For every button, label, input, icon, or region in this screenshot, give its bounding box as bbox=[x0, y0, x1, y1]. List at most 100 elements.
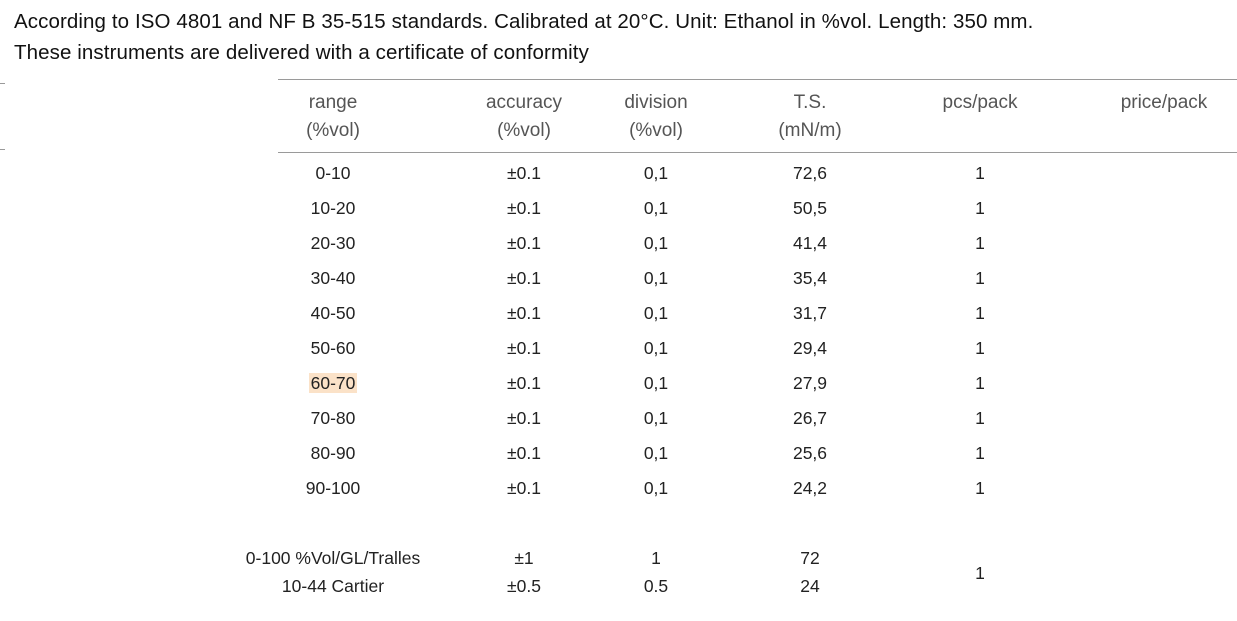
table-cell-ts-text: 24,2 bbox=[792, 478, 828, 498]
table-cell-division: 0,1 bbox=[606, 371, 706, 395]
table-cell-accuracy-text: ±0.5 bbox=[507, 576, 541, 596]
table-cell-range-text: 0-10 bbox=[315, 163, 351, 183]
table-cell-ts-text: 72,6 bbox=[792, 163, 828, 183]
table-cell-division: 0,1 bbox=[606, 301, 706, 325]
column-header-ts-line2: (mN/m) bbox=[778, 120, 842, 141]
table-cell-ts: 50,5 bbox=[760, 196, 860, 220]
table-cell-pcs: 1 bbox=[930, 476, 1030, 500]
column-header-pcs-pack-line1: pcs/pack bbox=[942, 92, 1018, 113]
table-cell-pcs-text: 1 bbox=[975, 338, 985, 358]
table-cell-ts-text: 26,7 bbox=[792, 408, 828, 428]
table-cell-pcs-text: 1 bbox=[975, 268, 985, 288]
table-cell-accuracy: ±0.1 bbox=[474, 231, 574, 255]
table-cell-division-text: 0,1 bbox=[643, 198, 669, 218]
table-cell-range-text: 10-44 Cartier bbox=[281, 576, 385, 596]
table-cell-accuracy: ±0.1 bbox=[474, 441, 574, 465]
table-cell-ts: 35,4 bbox=[760, 266, 860, 290]
table-cell-division: 0,1 bbox=[606, 161, 706, 185]
table-cell-ts-text: 50,5 bbox=[792, 198, 828, 218]
table-cell-ts: 31,7 bbox=[760, 301, 860, 325]
table-cell-division: 0.5 bbox=[606, 574, 706, 598]
intro-line-2: These instruments are delivered with a c… bbox=[14, 41, 589, 64]
table-cell-pcs: 1 bbox=[930, 196, 1030, 220]
table-cell-range-text: 40-50 bbox=[310, 303, 356, 323]
table-cell-accuracy-text: ±1 bbox=[514, 548, 534, 568]
table-cell-division-text: 0,1 bbox=[643, 268, 669, 288]
table-cell-ts-text: 72 bbox=[800, 548, 820, 568]
table-cell-range: 40-50 bbox=[273, 301, 393, 325]
table-cell-pcs-text: 1 bbox=[975, 163, 985, 183]
table-cell-ts: 41,4 bbox=[760, 231, 860, 255]
table-cell-accuracy-text: ±0.1 bbox=[507, 338, 541, 358]
table-cell-pcs-text: 1 bbox=[975, 478, 985, 498]
table-cell-ts-text: 24 bbox=[800, 576, 820, 596]
table-cell-division-text: 0,1 bbox=[643, 408, 669, 428]
column-header-division-line1: division bbox=[624, 92, 688, 113]
table-cell-pcs: 1 bbox=[930, 406, 1030, 430]
table-cell-range: 50-60 bbox=[273, 336, 393, 360]
table-cell-ts-text: 31,7 bbox=[792, 303, 828, 323]
table-cell-accuracy: ±0.1 bbox=[474, 196, 574, 220]
column-header-price-pack-line1: price/pack bbox=[1120, 92, 1208, 113]
column-header-accuracy-line2: (%vol) bbox=[497, 120, 551, 141]
table-cell-range: 0-10 bbox=[273, 161, 393, 185]
intro-text: According to ISO 4801 and NF B 35-515 st… bbox=[14, 6, 1229, 68]
table-cell-range-text: 80-90 bbox=[310, 443, 356, 463]
table-cell-range-text: 50-60 bbox=[310, 338, 356, 358]
table-cell-pcs-text: 1 bbox=[975, 233, 985, 253]
column-header-pcs-pack: pcs/pack bbox=[920, 89, 1040, 117]
table-cell-ts-text: 27,9 bbox=[792, 373, 828, 393]
table-cell-range: 20-30 bbox=[273, 231, 393, 255]
table-cell-ts: 24 bbox=[760, 574, 860, 598]
table-cell-division-text: 0,1 bbox=[643, 233, 669, 253]
table-cell-pcs: 1 bbox=[930, 441, 1030, 465]
column-header-division-line2: (%vol) bbox=[629, 120, 683, 141]
column-header-ts: T.S. (mN/m) bbox=[760, 89, 860, 145]
column-header-ts-line1: T.S. bbox=[793, 92, 827, 113]
table-cell-range: 10-20 bbox=[273, 196, 393, 220]
table-cell-division: 0,1 bbox=[606, 406, 706, 430]
column-header-range-line2: (%vol) bbox=[306, 120, 360, 141]
table-cell-range-text: 70-80 bbox=[310, 408, 356, 428]
table-cell-accuracy-text: ±0.1 bbox=[507, 373, 541, 393]
table-cell-accuracy-text: ±0.1 bbox=[507, 408, 541, 428]
table-cell-range: 10-44 Cartier bbox=[203, 574, 463, 598]
table-cell-division-text: 0,1 bbox=[643, 373, 669, 393]
margin-tick bbox=[0, 149, 5, 150]
table-cell-range-text: 60-70 bbox=[308, 373, 358, 393]
table-cell-range-text: 90-100 bbox=[305, 478, 361, 498]
table-cell-pcs: 1 bbox=[930, 231, 1030, 255]
column-header-range-line1: range bbox=[308, 92, 358, 113]
table-cell-accuracy-text: ±0.1 bbox=[507, 303, 541, 323]
table-cell-accuracy: ±0.1 bbox=[474, 476, 574, 500]
table-cell-accuracy: ±0.1 bbox=[474, 336, 574, 360]
table-cell-ts: 25,6 bbox=[760, 441, 860, 465]
table-cell-pcs: 1 bbox=[930, 266, 1030, 290]
table-cell-accuracy: ±1 bbox=[474, 546, 574, 570]
table-cell-division-text: 0,1 bbox=[643, 443, 669, 463]
table-cell-range: 30-40 bbox=[273, 266, 393, 290]
table-cell-accuracy-text: ±0.1 bbox=[507, 443, 541, 463]
table-cell-division: 0,1 bbox=[606, 476, 706, 500]
table-cell-accuracy: ±0.1 bbox=[474, 406, 574, 430]
table-cell-division: 1 bbox=[606, 546, 706, 570]
column-header-range: range (%vol) bbox=[288, 89, 378, 145]
table-cell-division-text: 0,1 bbox=[643, 338, 669, 358]
table-cell-ts: 24,2 bbox=[760, 476, 860, 500]
table-cell-ts: 29,4 bbox=[760, 336, 860, 360]
table-cell-accuracy-text: ±0.1 bbox=[507, 198, 541, 218]
table-cell-accuracy-text: ±0.1 bbox=[507, 268, 541, 288]
table-cell-pcs-text: 1 bbox=[975, 303, 985, 323]
table-header-rule bbox=[278, 152, 1237, 153]
table-cell-accuracy: ±0.1 bbox=[474, 301, 574, 325]
table-cell-division-text: 0,1 bbox=[643, 478, 669, 498]
table-cell-division: 0,1 bbox=[606, 441, 706, 465]
table-cell-ts-text: 25,6 bbox=[792, 443, 828, 463]
table-cell-ts-text: 35,4 bbox=[792, 268, 828, 288]
table-cell-range-text: 20-30 bbox=[310, 233, 356, 253]
table-cell-division-text: 1 bbox=[651, 548, 661, 568]
table-cell-accuracy: ±0.1 bbox=[474, 266, 574, 290]
table-cell-pcs-merged-text: 1 bbox=[975, 563, 985, 583]
table-cell-range-text: 30-40 bbox=[310, 268, 356, 288]
table-cell-pcs: 1 bbox=[930, 301, 1030, 325]
